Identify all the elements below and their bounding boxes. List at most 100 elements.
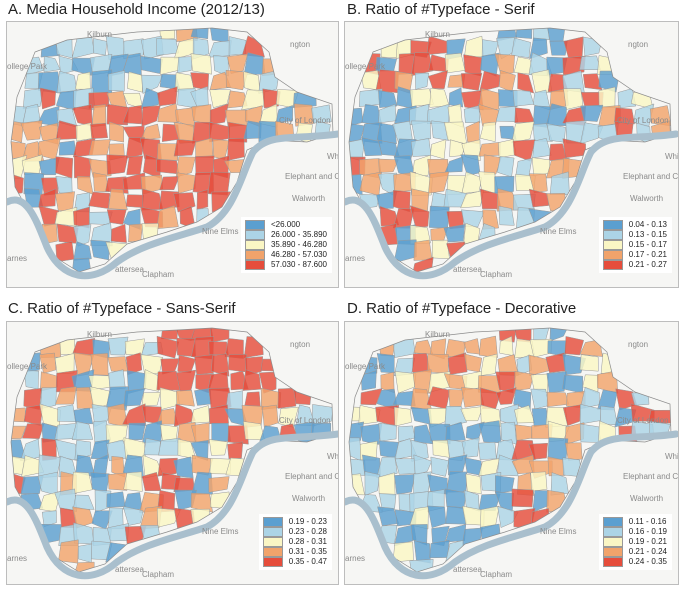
district-polygon (443, 121, 468, 145)
district-polygon (479, 121, 496, 143)
label-clapham: Clapham (480, 270, 513, 279)
district-polygon (443, 224, 466, 243)
district-polygon (22, 88, 45, 110)
label-battersea: attersea (453, 265, 482, 274)
district-polygon (547, 456, 566, 477)
district-polygon (71, 471, 93, 495)
district-polygon (392, 120, 413, 144)
district-polygon (176, 390, 195, 407)
district-polygon (128, 422, 146, 441)
district-polygon (141, 105, 161, 127)
district-polygon (211, 353, 230, 377)
district-polygon (410, 138, 432, 157)
district-polygon (11, 425, 27, 440)
label-college-park: ollege Park (7, 362, 48, 371)
label-nine-elms: Nine Elms (202, 227, 239, 236)
district-polygon (126, 370, 147, 394)
district-polygon (227, 425, 249, 445)
district-polygon (128, 223, 143, 243)
district-polygon (564, 442, 583, 461)
choropleth-map (345, 327, 678, 580)
legend-swatch (602, 230, 623, 240)
district-polygon (277, 387, 297, 409)
legend-row: 0.21 - 0.27 (602, 260, 667, 270)
district-polygon (515, 28, 533, 39)
district-polygon (392, 336, 416, 358)
label-barnes: arnes (7, 254, 28, 263)
legend-row: 35.890 - 46.280 (244, 240, 327, 250)
district-polygon (125, 137, 146, 159)
legend-row: 0.24 - 0.35 (602, 557, 667, 567)
district-polygon (107, 472, 128, 491)
district-polygon (428, 70, 449, 89)
district-polygon (598, 86, 616, 109)
district-polygon (208, 40, 232, 58)
river-thames (7, 130, 338, 280)
district-polygon (358, 404, 381, 425)
district-polygon (243, 52, 266, 76)
district-polygon (262, 404, 279, 428)
district-polygon (122, 52, 142, 76)
district-polygon (478, 420, 502, 444)
legend-label: 0.21 - 0.27 (628, 260, 667, 269)
district-polygon (258, 371, 277, 394)
label-elephant-and-castle: Elephant and Castle (623, 472, 679, 481)
district-polygon (140, 123, 161, 141)
district-polygon (275, 105, 293, 123)
district-polygon (394, 371, 417, 394)
district-polygon (375, 69, 400, 93)
label-college-park: ollege Park (345, 62, 386, 71)
legend-label: 35.890 - 46.280 (270, 240, 327, 249)
district-polygon (107, 70, 125, 92)
district-polygon (376, 122, 397, 145)
district-polygon (444, 52, 466, 74)
legend-row: 0.31 - 0.35 (262, 547, 327, 557)
district-polygon (107, 336, 129, 356)
district-polygon (38, 188, 57, 208)
district-polygon (194, 354, 215, 375)
district-polygon (563, 88, 584, 110)
legend-label: 0.31 - 0.35 (288, 547, 327, 556)
district-polygon (512, 90, 535, 107)
legend-label: 0.16 - 0.19 (628, 527, 667, 536)
label-kilburn: Kilburn (425, 30, 450, 39)
district-polygon (360, 388, 383, 406)
legend-row: <26.000 (244, 220, 327, 230)
district-polygon (562, 404, 581, 427)
district-polygon (495, 475, 515, 494)
district-polygon (460, 72, 483, 91)
district-polygon (579, 354, 599, 372)
district-polygon (192, 37, 210, 60)
legend-row: 0.28 - 0.31 (262, 537, 327, 547)
district-polygon (156, 507, 181, 528)
district-polygon (533, 328, 551, 341)
district-polygon (430, 456, 450, 477)
district-polygon (208, 476, 230, 493)
legend-swatch (602, 220, 623, 230)
label-elephant-and-castle: Elephant and Castle (623, 172, 679, 181)
district-polygon (126, 155, 144, 175)
district-polygon (580, 104, 604, 122)
district-polygon (74, 71, 91, 90)
map-legend: <26.000 26.000 - 35.890 35.890 - 46.280 46.… (240, 217, 332, 273)
label-nine-elms: Nine Elms (202, 527, 239, 536)
district-polygon (349, 458, 366, 476)
label-kilburn: Kilburn (87, 30, 112, 39)
district-polygon (56, 70, 78, 94)
district-polygon (108, 188, 128, 210)
map-panel-d: Kilburn ollege Park ngton City of London Whi… (344, 321, 679, 585)
district-polygon (110, 223, 127, 243)
district-polygon (650, 105, 671, 127)
district-polygon (74, 439, 92, 461)
district-polygon (511, 121, 535, 144)
label-barnes: arnes (345, 254, 366, 263)
label-college-park: ollege Park (7, 62, 48, 71)
legend-row: 0.17 - 0.21 (602, 250, 667, 260)
legend-row: 0.35 - 0.47 (262, 557, 327, 567)
legend-label: 0.35 - 0.47 (288, 557, 327, 566)
district-polygon (495, 106, 518, 123)
district-polygon (532, 28, 550, 41)
map-panel-b: Kilburn ollege Park ngton City of London Whi… (344, 21, 679, 288)
district-polygon (446, 471, 468, 493)
district-polygon (511, 37, 531, 59)
